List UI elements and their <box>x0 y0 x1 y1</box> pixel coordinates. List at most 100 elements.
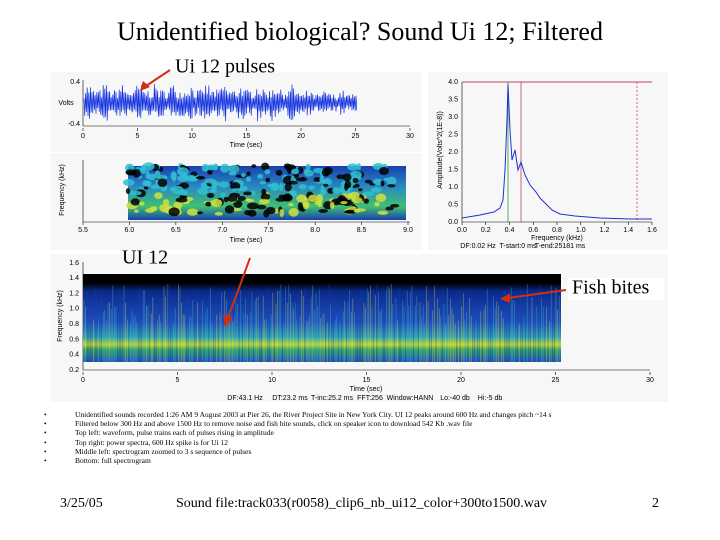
blob <box>251 190 256 196</box>
blob <box>308 194 318 203</box>
y-tick-label: 2.5 <box>448 131 458 138</box>
label-bg <box>568 278 664 300</box>
blob <box>350 170 362 179</box>
y-tick-label: 0.4 <box>70 79 80 86</box>
bullet: Filtered below 300 Hz and above 1500 Hz … <box>44 419 664 428</box>
y-axis-label: Amplitude(Volts^2(1E-8)) <box>437 111 444 189</box>
blob <box>275 169 283 176</box>
footer-file: Sound file:track033(r0058)_clip6_nb_ui12… <box>176 496 548 511</box>
blob <box>256 204 267 210</box>
blob <box>229 182 241 190</box>
x-tick-label: 0 <box>81 133 85 140</box>
x-axis-label: Time (sec) <box>230 142 263 149</box>
y-tick-label: 2.0 <box>448 149 458 156</box>
blob <box>143 186 149 190</box>
panel-footer: T-start:0 ms <box>500 243 537 250</box>
blob <box>352 178 359 183</box>
panel-footer: T-end:25181 ms <box>535 243 586 250</box>
x-tick-label: 7.5 <box>264 227 274 234</box>
blob <box>175 197 188 203</box>
blob <box>259 181 267 185</box>
blob <box>358 188 363 192</box>
blob <box>206 193 215 198</box>
blob <box>168 207 180 217</box>
blob <box>362 191 375 197</box>
blob <box>288 180 298 185</box>
x-tick-label: 1.6 <box>647 227 657 234</box>
blob <box>288 207 299 217</box>
waveform-panel <box>50 72 422 152</box>
blob <box>237 196 246 201</box>
blob <box>132 191 142 196</box>
blob <box>231 188 242 192</box>
y-tick-label: 0.2 <box>69 367 79 374</box>
blob <box>379 166 389 175</box>
y-tick-label: 3.0 <box>448 114 458 121</box>
blob <box>321 168 330 177</box>
blob <box>380 180 385 187</box>
blob <box>240 173 246 178</box>
blob <box>305 163 311 171</box>
panel-footer: Hi:-5 db <box>478 395 503 402</box>
panel-footer: Lo:-40 db <box>440 395 470 402</box>
annotation: Fish bites <box>572 277 649 299</box>
blob <box>205 201 212 207</box>
blob <box>154 192 163 200</box>
x-tick-label: 15 <box>363 377 371 384</box>
blob <box>264 169 271 175</box>
blob <box>364 179 373 184</box>
x-tick-label: 1.0 <box>576 227 586 234</box>
blob <box>186 208 199 216</box>
y-tick-label: 3.5 <box>448 96 458 103</box>
blob <box>317 199 323 208</box>
y-tick-label: 1.0 <box>448 184 458 191</box>
blob <box>351 197 363 204</box>
blob <box>185 175 197 182</box>
panel-footer: T-inc:25.2 ms <box>311 395 354 402</box>
blob <box>204 178 217 184</box>
footer-date: 3/25/05 <box>60 496 103 511</box>
y-tick-label: 1.5 <box>448 166 458 173</box>
blob <box>245 176 252 182</box>
blob <box>340 200 348 205</box>
x-axis-label: Time (sec) <box>350 386 383 393</box>
blob <box>313 177 321 183</box>
blob <box>224 205 235 214</box>
x-tick-label: 10 <box>268 377 276 384</box>
x-tick-label: 0 <box>81 377 85 384</box>
blob <box>123 178 135 186</box>
x-tick-label: 30 <box>406 133 414 140</box>
blob <box>257 173 264 179</box>
blob <box>172 185 184 195</box>
blob <box>295 177 308 182</box>
blob <box>332 187 341 194</box>
x-tick-label: 6.0 <box>125 227 135 234</box>
blob <box>279 208 284 218</box>
blob <box>375 193 387 203</box>
bullet: Unidentified sounds recorded 1:26 AM 9 A… <box>44 410 664 419</box>
blob <box>129 189 134 196</box>
blob <box>173 201 183 209</box>
blob <box>243 191 253 196</box>
blob <box>265 206 276 215</box>
blob <box>336 174 345 180</box>
blob <box>245 198 252 202</box>
slide-title: Unidentified biological? Sound Ui 12; Fi… <box>117 17 603 46</box>
x-tick-label: 25 <box>552 377 560 384</box>
x-tick-label: 15 <box>243 133 251 140</box>
x-axis-label: Frequency (kHz) <box>531 235 583 242</box>
y-tick-label: 0.5 <box>448 201 458 208</box>
blob <box>220 192 226 198</box>
spectrum-panel <box>428 72 668 250</box>
blob <box>125 188 131 194</box>
spectrum-curve <box>461 83 652 220</box>
blob <box>210 185 218 191</box>
blob <box>246 171 251 176</box>
blob <box>390 204 400 208</box>
blob <box>142 180 151 187</box>
blob <box>377 210 389 215</box>
blob <box>142 162 155 171</box>
waveform-trace <box>83 84 358 122</box>
blob <box>372 178 383 186</box>
